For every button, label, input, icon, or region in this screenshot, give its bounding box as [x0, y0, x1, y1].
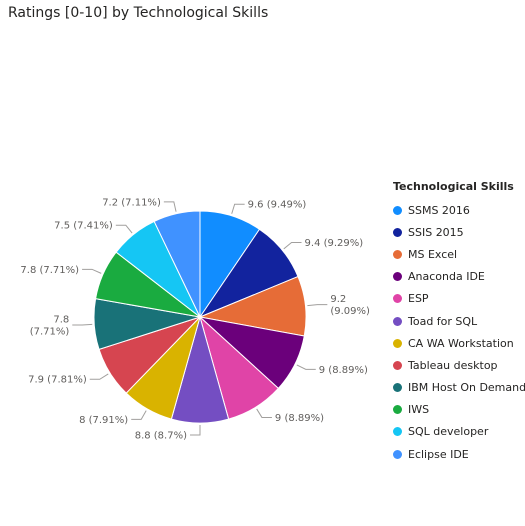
data-label-eclipse-ide: 7.2 (7.11%) — [102, 197, 161, 208]
leader-line — [72, 323, 93, 326]
legend-marker-icon — [393, 249, 402, 259]
legend-label: IBM Host On Demand — [408, 381, 525, 395]
legend-marker-icon — [393, 272, 402, 282]
legend-marker-icon — [393, 227, 402, 237]
legend-label: Tableau desktop — [408, 358, 498, 372]
leader-line — [115, 224, 133, 234]
legend-marker-icon — [393, 205, 402, 215]
leader-line — [82, 268, 102, 274]
legend-label: SSIS 2015 — [408, 225, 464, 239]
data-label-anaconda-ide: 9 (8.89%) — [319, 365, 368, 376]
legend-marker-icon — [393, 294, 402, 304]
leader-line — [256, 408, 272, 418]
legend-item-ibm-host-on-demand[interactable]: IBM Host On Demand — [393, 377, 525, 399]
data-label-ms-excel: 9.2 (9.09%) — [330, 294, 370, 317]
legend-title: Technological Skills — [393, 180, 514, 193]
data-label-sql-developer: 7.5 (7.41%) — [54, 221, 113, 232]
data-label-ca-wa-workstation: 8 (7.91%) — [79, 415, 128, 426]
leader-line — [190, 425, 201, 436]
data-label-ssis-2015: 9.4 (9.29%) — [305, 238, 364, 249]
data-label-iws: 7.8 (7.71%) — [20, 265, 79, 276]
legend-label: ESP — [408, 292, 429, 306]
legend-item-ssis-2015[interactable]: SSIS 2015 — [393, 221, 525, 243]
legend-label: SSMS 2016 — [408, 203, 470, 217]
legend-marker-icon — [393, 360, 402, 370]
leader-line — [131, 410, 147, 420]
legend-marker-icon — [393, 405, 402, 415]
legend-item-anaconda-ide[interactable]: Anaconda IDE — [393, 266, 525, 288]
legend-item-ca-wa-workstation[interactable]: CA WA Workstation — [393, 332, 525, 354]
legend-marker-icon — [393, 427, 402, 437]
leader-line — [163, 201, 177, 212]
legend-label: Toad for SQL — [408, 314, 478, 328]
legend-marker-icon — [393, 338, 402, 348]
legend-item-tableau-desktop[interactable]: Tableau desktop — [393, 354, 525, 376]
data-label-toad-for-sql: 8.8 (8.7%) — [135, 431, 187, 442]
legend-item-sql-developer[interactable]: SQL developer — [393, 421, 525, 443]
data-label-tableau-desktop: 7.9 (7.81%) — [28, 375, 87, 386]
leader-line — [296, 364, 316, 370]
legend-items: SSMS 2016 SSIS 2015 MS Excel Anaconda IDE ES… — [393, 199, 525, 465]
legend-marker-icon — [393, 316, 402, 326]
legend-label: Anaconda IDE — [408, 270, 485, 284]
leader-line — [307, 304, 328, 307]
leader-line — [231, 203, 245, 214]
legend-label: CA WA Workstation — [408, 336, 514, 350]
legend-item-eclipse-ide[interactable]: Eclipse IDE — [393, 443, 525, 465]
data-label-esp: 9 (8.89%) — [275, 413, 324, 424]
legend-label: SQL developer — [408, 425, 489, 439]
legend-label: Eclipse IDE — [408, 447, 469, 461]
data-label-ibm-host-on-demand: 7.8 (7.71%) — [30, 315, 70, 338]
legend-item-esp[interactable]: ESP — [393, 288, 525, 310]
legend-item-toad-for-sql[interactable]: Toad for SQL — [393, 310, 525, 332]
leader-line — [283, 242, 302, 250]
legend-label: IWS — [408, 403, 430, 417]
chart-title: Ratings [0-10] by Technological Skills — [8, 5, 269, 21]
data-label-ssms-2016: 9.6 (9.49%) — [248, 200, 307, 211]
legend-marker-icon — [393, 449, 402, 459]
legend-item-iws[interactable]: IWS — [393, 399, 525, 421]
legend-label: MS Excel — [408, 247, 458, 261]
legend-item-ms-excel[interactable]: MS Excel — [393, 243, 525, 265]
leader-line — [89, 373, 109, 380]
legend-item-ssms-2016[interactable]: SSMS 2016 — [393, 199, 525, 221]
legend: Technological Skills SSMS 2016 SSIS 2015 M… — [393, 180, 525, 465]
pie-slice-eclipse-ide[interactable] — [153, 210, 201, 318]
legend-marker-icon — [393, 383, 402, 393]
